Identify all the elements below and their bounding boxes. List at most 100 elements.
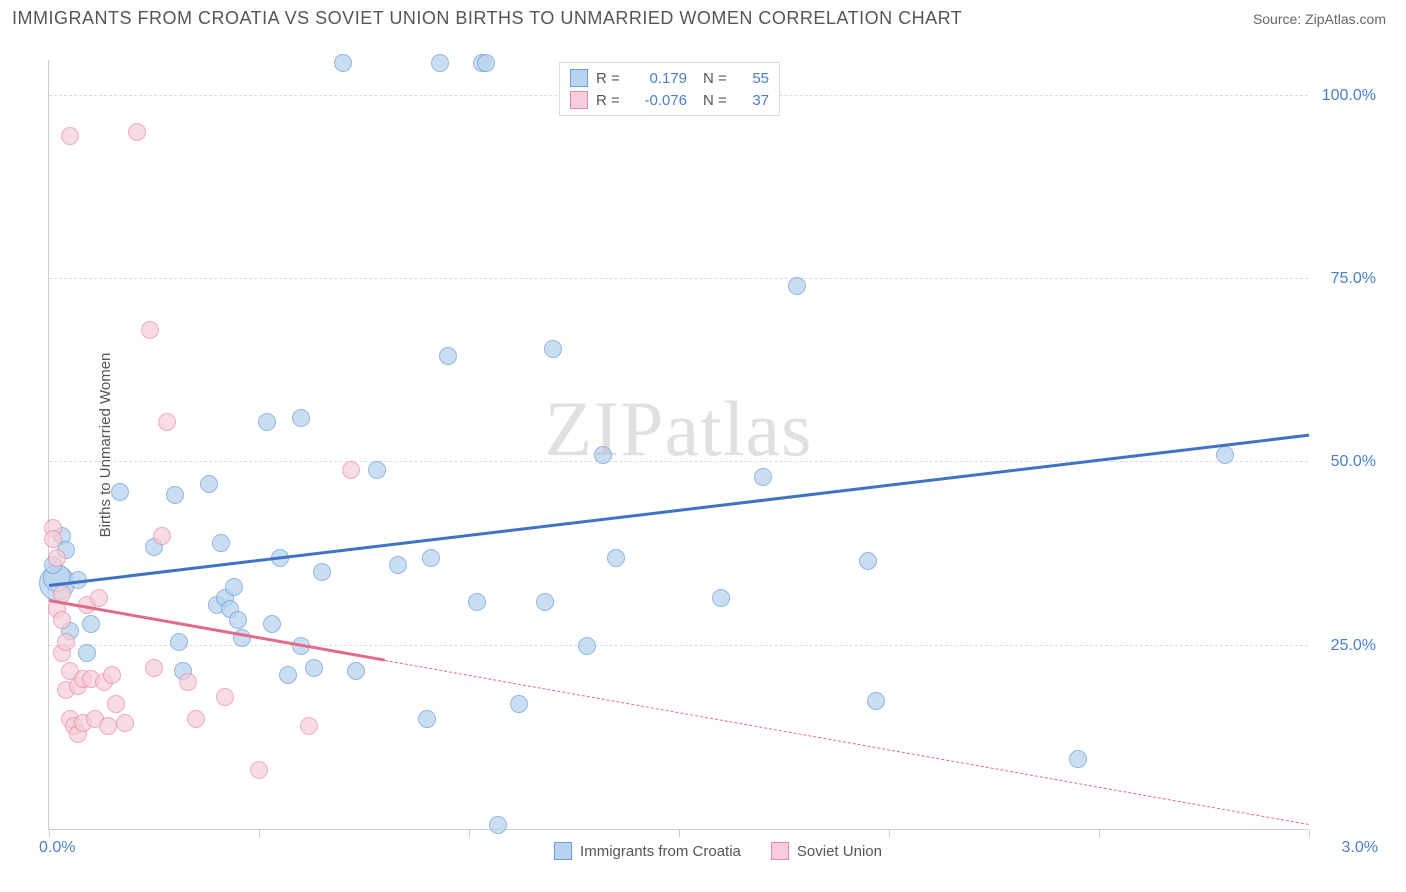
croatia-data-point [166,486,184,504]
x-tick [259,829,260,837]
croatia-data-point [578,637,596,655]
soviet-data-point [99,717,117,735]
legend-swatch [570,91,588,109]
croatia-data-point [788,277,806,295]
croatia-data-point [334,54,352,72]
croatia-data-point [292,409,310,427]
croatia-data-point [1216,446,1234,464]
croatia-data-point [477,54,495,72]
n-value: 55 [739,70,769,87]
soviet-data-point [250,761,268,779]
y-tick-label: 50.0% [1331,453,1376,471]
soviet-data-point [216,688,234,706]
n-label: N = [703,92,731,109]
legend-row: R = 0.179 N = 55 [570,67,769,89]
croatia-data-point [111,483,129,501]
soviet-data-point [158,413,176,431]
croatia-data-point [225,578,243,596]
chart-container: Births to Unmarried Women ZIPatlas R =0.… [48,60,1388,830]
soviet-data-point [107,695,125,713]
x-tick [469,829,470,837]
croatia-data-point [368,461,386,479]
croatia-data-point [510,695,528,713]
legend-swatch [771,842,789,860]
y-axis-label: Births to Unmarried Women [97,352,114,537]
croatia-data-point [536,593,554,611]
croatia-data-point [418,710,436,728]
gridline [49,278,1308,279]
croatia-data-point [305,659,323,677]
n-label: N = [703,70,731,87]
croatia-data-point [468,593,486,611]
x-tick [1099,829,1100,837]
croatia-data-point [489,816,507,834]
croatia-data-point [229,611,247,629]
legend-item: Immigrants from Croatia [554,842,741,860]
croatia-data-point [544,340,562,358]
soviet-data-point [187,710,205,728]
r-value: 0.179 [632,70,687,87]
soviet-data-point [116,714,134,732]
y-tick-label: 25.0% [1331,637,1376,655]
legend-item: Soviet Union [771,842,882,860]
soviet-data-point [179,673,197,691]
soviet-data-point [48,549,66,567]
croatia-data-point [82,615,100,633]
x-tick [679,829,680,837]
x-tick [1309,829,1310,837]
y-tick-label: 100.0% [1322,87,1376,105]
croatia-trend-line [49,434,1309,587]
soviet-data-point [128,123,146,141]
legend-swatch [554,842,572,860]
gridline [49,461,1308,462]
correlation-legend: R = 0.179 N = 55 R = -0.076 N = 37 [559,62,780,116]
soviet-data-point [153,527,171,545]
r-value: -0.076 [632,92,687,109]
soviet-data-point [57,633,75,651]
source-attribution: Source: ZipAtlas.com [1253,11,1386,27]
soviet-data-point [141,321,159,339]
croatia-data-point [313,563,331,581]
r-label: R = [596,92,624,109]
chart-title: IMMIGRANTS FROM CROATIA VS SOVIET UNION … [12,8,962,29]
soviet-data-point [44,530,62,548]
croatia-data-point [279,666,297,684]
croatia-data-point [712,589,730,607]
r-label: R = [596,70,624,87]
legend-row: R = -0.076 N = 37 [570,89,769,111]
croatia-data-point [78,644,96,662]
croatia-data-point [594,446,612,464]
n-value: 37 [739,92,769,109]
croatia-data-point [1069,750,1087,768]
soviet-data-point [90,589,108,607]
soviet-data-point [53,611,71,629]
croatia-data-point [212,534,230,552]
croatia-data-point [200,475,218,493]
y-tick-label: 75.0% [1331,270,1376,288]
croatia-data-point [859,552,877,570]
croatia-data-point [170,633,188,651]
croatia-data-point [607,549,625,567]
croatia-data-point [867,692,885,710]
x-axis-max-label: 3.0% [1342,839,1378,857]
soviet-data-point [61,127,79,145]
x-axis-min-label: 0.0% [39,839,75,857]
legend-label: Immigrants from Croatia [580,843,741,860]
x-tick [889,829,890,837]
croatia-data-point [431,54,449,72]
croatia-data-point [422,549,440,567]
soviet-trend-line [385,660,1309,825]
croatia-data-point [347,662,365,680]
croatia-data-point [389,556,407,574]
legend-label: Soviet Union [797,843,882,860]
croatia-data-point [439,347,457,365]
croatia-data-point [754,468,772,486]
plot-area: Births to Unmarried Women ZIPatlas R =0.… [48,60,1308,830]
x-tick [49,829,50,837]
soviet-data-point [300,717,318,735]
croatia-data-point [258,413,276,431]
croatia-data-point [263,615,281,633]
soviet-data-point [342,461,360,479]
series-legend: Immigrants from Croatia Soviet Union [554,842,882,860]
soviet-data-point [145,659,163,677]
